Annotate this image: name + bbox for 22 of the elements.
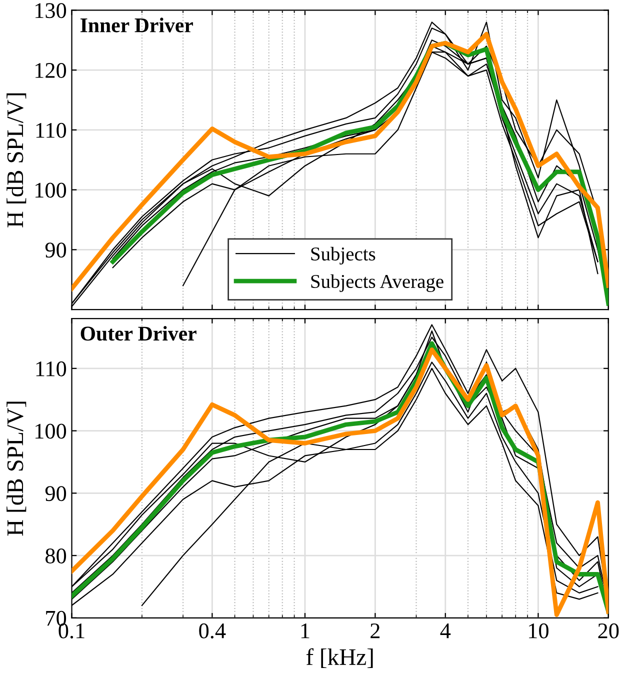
legend-label: Subjects Average (311, 274, 444, 292)
x-axis-title: f [kHz] (306, 648, 373, 668)
y-axis-title: H [dB SPL/V] (6, 402, 26, 536)
chart-title: Inner Driver (80, 18, 193, 32)
y-tick-label: 80 (46, 548, 66, 564)
y-tick-label: 90 (45, 486, 66, 502)
y-tick-label: 130 (36, 3, 66, 18)
x-tick-label: 20 (598, 623, 619, 638)
x-tick-label: 1 (301, 624, 310, 638)
y-tick-label: 90 (45, 242, 66, 258)
x-tick-label: 0.4 (199, 623, 226, 638)
y-tick-label: 110 (36, 122, 66, 138)
y-tick-label: 120 (36, 62, 66, 78)
y-axis-title: H [dB SPL/V] (6, 93, 26, 228)
x-tick-label: 4 (440, 624, 451, 638)
y-tick-label: 100 (36, 182, 66, 198)
chart-title: Outer Driver (80, 326, 196, 341)
y-tick-label: 100 (36, 424, 66, 439)
x-tick-label: 10 (529, 623, 548, 638)
legend-label: Subjects (311, 246, 376, 265)
y-tick-label: 110 (36, 361, 66, 376)
x-tick-label: 2 (370, 623, 380, 638)
